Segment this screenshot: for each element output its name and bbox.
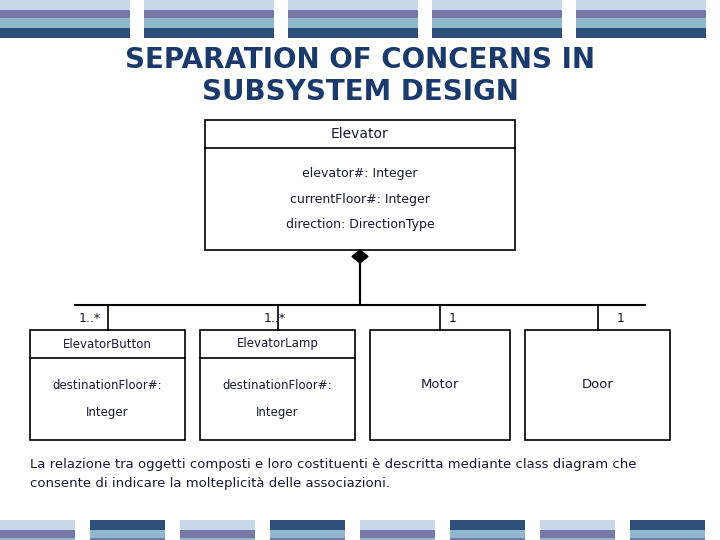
Bar — [360, 520, 435, 530]
Text: SEPARATION OF CONCERNS IN: SEPARATION OF CONCERNS IN — [125, 46, 595, 74]
Bar — [180, 520, 255, 530]
Text: 1..*: 1..* — [264, 312, 286, 325]
Bar — [432, 10, 562, 18]
Bar — [0, 520, 75, 530]
Bar — [180, 538, 255, 540]
Text: 1: 1 — [617, 312, 625, 325]
Bar — [0, 538, 75, 540]
Bar — [432, 0, 562, 10]
Bar — [432, 18, 562, 28]
Text: Door: Door — [582, 379, 613, 392]
Bar — [360, 530, 435, 538]
Bar — [144, 10, 274, 18]
Bar — [270, 520, 345, 530]
Text: destinationFloor#:: destinationFloor#: — [53, 379, 162, 392]
Bar — [180, 530, 255, 538]
Bar — [540, 520, 615, 530]
Bar — [144, 0, 274, 10]
Bar — [540, 538, 615, 540]
Bar — [630, 520, 705, 530]
Bar — [370, 330, 510, 440]
Text: Motor: Motor — [420, 379, 459, 392]
Bar — [450, 538, 525, 540]
Text: 1..*: 1..* — [79, 312, 101, 325]
Bar — [576, 0, 706, 10]
Bar — [144, 18, 274, 28]
Bar — [288, 28, 418, 38]
Text: SUBSYSTEM DESIGN: SUBSYSTEM DESIGN — [202, 78, 518, 106]
Bar — [0, 0, 130, 10]
Text: 1: 1 — [449, 312, 457, 325]
Bar — [0, 530, 75, 538]
Text: Integer: Integer — [256, 406, 299, 419]
Text: ElevatorButton: ElevatorButton — [63, 338, 152, 350]
Bar — [144, 28, 274, 38]
Bar — [576, 18, 706, 28]
Bar — [630, 530, 705, 538]
Text: currentFloor#: Integer: currentFloor#: Integer — [290, 192, 430, 206]
Bar — [0, 28, 130, 38]
Bar — [90, 530, 165, 538]
Bar — [630, 538, 705, 540]
Bar — [270, 538, 345, 540]
Bar — [270, 530, 345, 538]
Polygon shape — [352, 250, 368, 263]
Bar — [576, 10, 706, 18]
Bar — [0, 18, 130, 28]
Bar — [200, 330, 355, 440]
Text: Elevator: Elevator — [331, 127, 389, 141]
Text: Integer: Integer — [86, 406, 129, 419]
Bar — [288, 10, 418, 18]
Bar — [450, 520, 525, 530]
Bar — [0, 10, 130, 18]
Bar — [525, 330, 670, 440]
Bar — [205, 120, 515, 250]
Bar — [90, 520, 165, 530]
Bar — [450, 530, 525, 538]
Bar — [360, 538, 435, 540]
Bar — [30, 330, 185, 440]
Text: direction: DirectionType: direction: DirectionType — [286, 218, 434, 231]
Bar — [432, 28, 562, 38]
Bar — [576, 28, 706, 38]
Bar — [540, 530, 615, 538]
Bar — [288, 0, 418, 10]
Bar — [288, 18, 418, 28]
Text: La relazione tra oggetti composti e loro costituenti è descritta mediante class : La relazione tra oggetti composti e loro… — [30, 458, 636, 490]
Text: ElevatorLamp: ElevatorLamp — [237, 338, 318, 350]
Text: destinationFloor#:: destinationFloor#: — [222, 379, 333, 392]
Bar — [90, 538, 165, 540]
Text: elevator#: Integer: elevator#: Integer — [302, 167, 418, 180]
